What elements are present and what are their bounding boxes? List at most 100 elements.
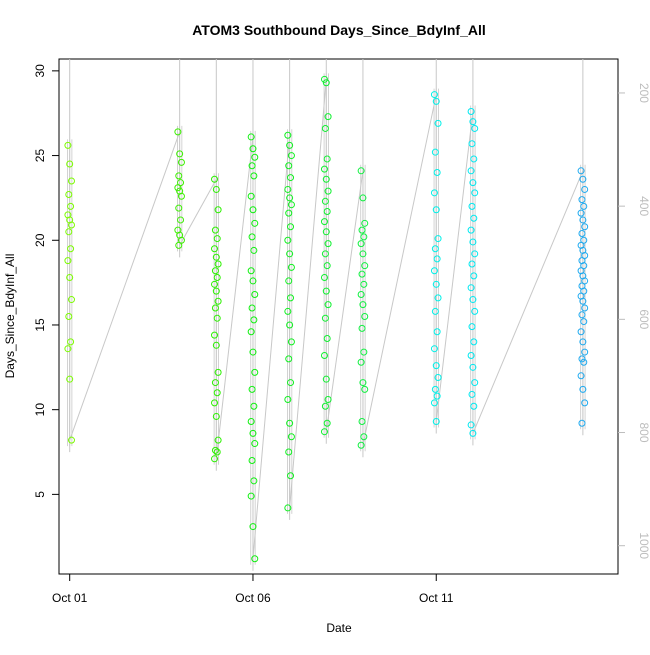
data-point [467,351,475,359]
chart-title: ATOM3 Southbound Days_Since_BdyInf_All [192,22,486,38]
data-point [64,257,72,265]
data-point [249,277,257,285]
data-point [248,385,256,393]
data-point [323,262,331,270]
data-point [581,304,589,312]
data-point [469,363,477,371]
data-point [250,402,258,410]
x-tick-label: Oct 01 [52,591,88,605]
data-point [251,555,259,563]
data-point [177,158,185,166]
data-point [433,169,441,177]
data-point [324,301,332,309]
data-point [433,328,441,336]
data-point [247,328,255,336]
data-point [358,324,366,332]
data-point [578,355,586,363]
data-point [287,338,295,346]
data-point [247,133,255,141]
data-point [248,162,256,170]
data-point [581,348,589,356]
y-tick-label: 5 [33,491,47,498]
data-point [249,206,257,214]
data-point [213,274,221,282]
data-point [469,429,477,437]
data-point [471,379,479,387]
data-point [578,419,586,427]
data-point [324,396,332,404]
data-point [286,321,294,329]
data-point [322,287,330,295]
data-point [286,194,294,202]
profile-connector [362,94,437,446]
data-point [251,368,259,376]
data-point [286,141,294,149]
y-tick-label: 10 [33,403,47,417]
profile-connector [325,170,364,432]
data-point [67,436,75,444]
data-point [467,226,475,234]
profile-connector [215,136,254,459]
data-point [578,311,586,319]
data-point [65,191,73,199]
data-point [359,379,367,387]
profile-connector [179,179,217,246]
profile-connector [252,135,291,559]
y-axis-title: Days_Since_BdyInf_All [3,254,17,379]
data-point [470,338,478,346]
data-point [433,255,441,263]
data-point [579,338,587,346]
data-point [580,358,588,366]
data-point [177,216,185,224]
data-point [323,155,331,163]
data-point [357,240,365,248]
data-point [467,167,475,175]
x-axis-title: Date [326,621,352,635]
data-point [212,185,220,193]
data-point [323,207,331,215]
data-point [247,418,255,426]
data-point [431,245,439,253]
data-point [67,221,75,229]
data-point [577,209,585,217]
data-point [284,236,292,244]
data-point [358,226,366,234]
data-point [432,362,440,370]
data-point [432,206,440,214]
data-point [469,296,477,304]
data-point [287,174,295,182]
data-point [469,179,477,187]
data-point [64,141,72,149]
data-point [432,418,440,426]
x-axis: Oct 01 Oct 06 Oct 11 [52,574,454,605]
data-point [323,335,331,343]
x-tick-label: Oct 11 [419,591,454,605]
data-point [250,316,258,324]
data-point [431,385,439,393]
data-point [357,290,365,298]
data-point [251,290,259,298]
data-point [324,113,332,121]
data-point [433,392,441,400]
data-point [287,152,295,160]
data-point [470,272,478,280]
data-point [320,165,328,173]
y-tick-label: 15 [33,318,47,332]
data-point [251,153,259,161]
data-point [324,240,332,248]
plot-frame [58,58,619,575]
data-point [468,260,476,268]
data-point [320,274,328,282]
data-point [468,140,476,148]
data-point [175,204,183,212]
data-point [174,128,182,136]
data-point [247,192,255,200]
data-point [211,446,219,454]
data-point [64,345,72,353]
data-point [471,189,479,197]
data-point [471,124,479,132]
data-point [430,91,438,99]
data-point [578,196,586,204]
data-point [211,175,219,183]
data-point [579,216,587,224]
